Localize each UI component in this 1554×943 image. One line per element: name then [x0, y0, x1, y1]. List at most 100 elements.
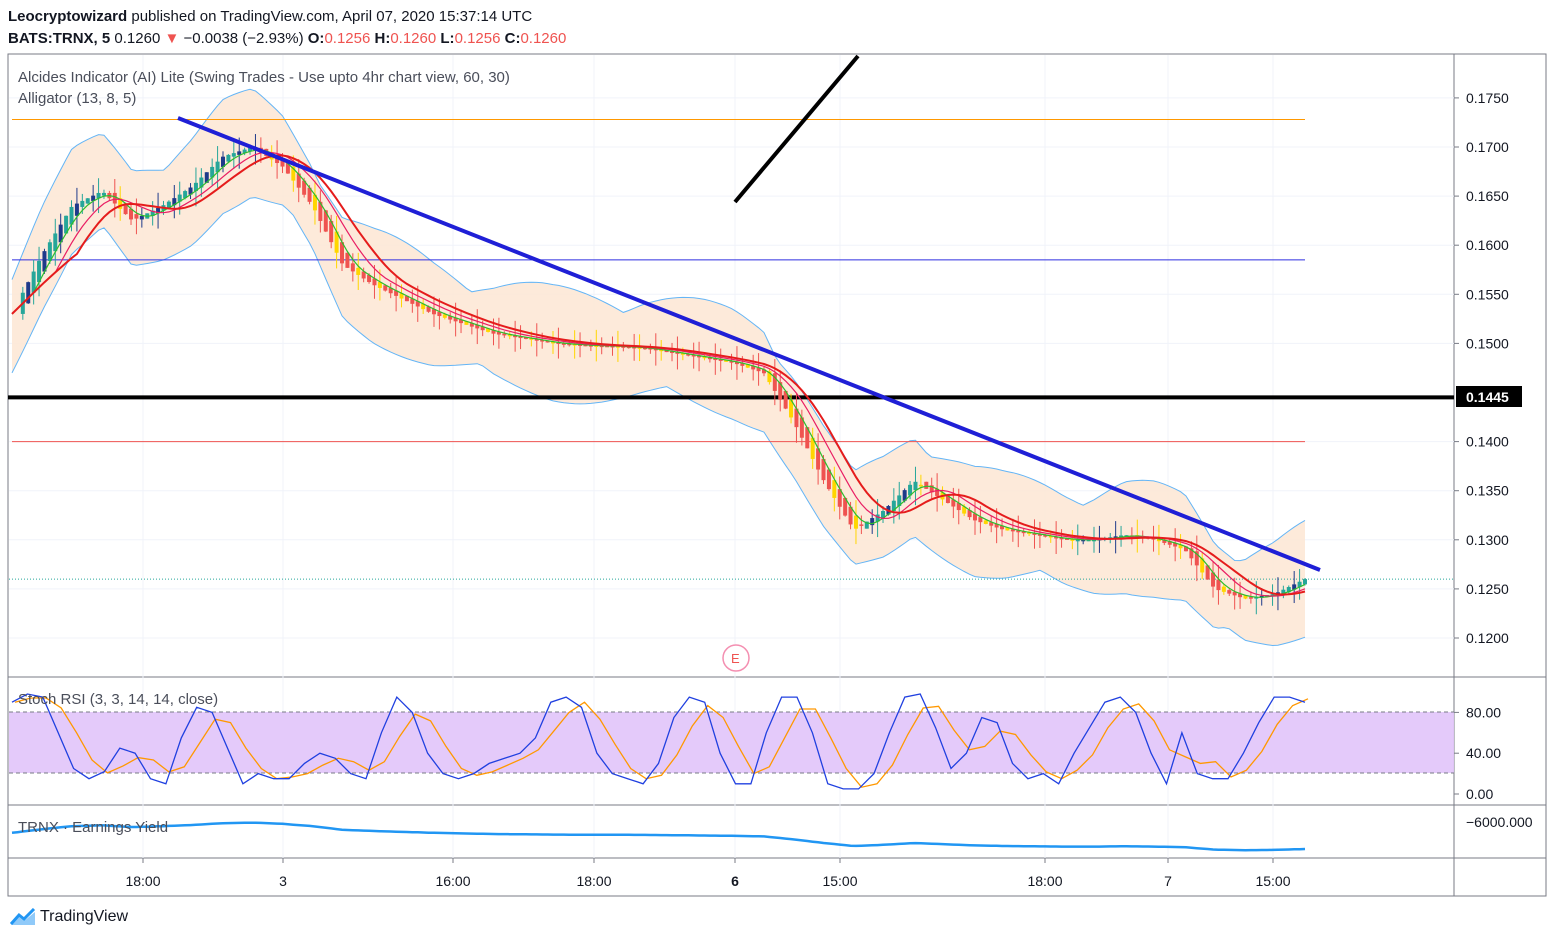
candle-body	[518, 336, 523, 339]
candle-body	[1216, 579, 1221, 591]
candle-body	[1059, 537, 1064, 540]
author-name[interactable]: Leocryptowizard	[8, 8, 128, 25]
candle-body	[1221, 586, 1226, 592]
candle-body	[1297, 581, 1302, 588]
candle-body	[659, 349, 664, 352]
stoch-title[interactable]: Stoch RSI (3, 3, 14, 14, close)	[18, 691, 218, 708]
candle-body	[881, 510, 886, 519]
candle-body	[275, 155, 280, 164]
earnings-yield-line	[11, 821, 1306, 852]
candle-body	[778, 382, 783, 400]
candle-body	[902, 490, 907, 501]
candle-body	[1189, 548, 1194, 559]
candle-body	[529, 338, 534, 340]
candle-body	[1086, 539, 1091, 542]
candle-body	[383, 285, 388, 291]
candle-body	[1027, 532, 1032, 535]
candle-body	[799, 417, 804, 438]
candle-body	[826, 469, 831, 490]
time-tick-label: 16:00	[435, 873, 470, 889]
black-drawn-line[interactable]	[733, 54, 860, 204]
candle-body	[318, 201, 323, 221]
candle-body	[718, 359, 723, 361]
candle-body	[1183, 546, 1188, 552]
low-label: L:	[440, 30, 455, 47]
candle-body	[1081, 539, 1086, 542]
price-change: −0.0038 (−2.93%)	[183, 30, 304, 47]
tradingview-brand[interactable]: TradingView	[10, 908, 128, 926]
earnings-marker-icon[interactable]	[722, 644, 750, 672]
candle-body	[210, 166, 215, 178]
candle-body	[935, 488, 940, 496]
candle-body	[810, 437, 815, 459]
candle-body	[112, 192, 117, 204]
candle-body	[875, 514, 880, 522]
candle-body	[567, 343, 572, 346]
time-axis: 18:00 3 16:00 18:00 6 15:00 18:00 7 15:00	[125, 858, 1291, 889]
candle-body	[1232, 591, 1237, 596]
candle-body	[599, 345, 604, 348]
candle-body	[1173, 542, 1178, 547]
price-tick-label: 0.1550	[1466, 286, 1509, 302]
channel-upper-line	[11, 88, 1306, 562]
candle-body	[745, 364, 750, 368]
candle-body	[377, 282, 382, 288]
candle-body	[280, 159, 285, 167]
candle-body	[578, 344, 583, 346]
candle-body	[843, 497, 848, 516]
alligator-jaw-line	[11, 154, 1306, 596]
downtrend-line[interactable]	[177, 116, 1321, 572]
candle-body	[442, 314, 447, 318]
chart-header: Leocryptowizard published on TradingView…	[8, 6, 566, 50]
candle-body	[464, 321, 469, 325]
header-line-1: Leocryptowizard published on TradingView…	[8, 6, 566, 28]
candle-body	[237, 151, 242, 155]
candle-body	[675, 352, 680, 354]
symbol-label[interactable]: BATS:TRNX, 5	[8, 30, 111, 47]
candle-body	[345, 252, 350, 268]
candle-body	[91, 195, 96, 201]
candle-body	[729, 360, 734, 363]
candle-body	[1064, 538, 1069, 540]
candle-body	[864, 521, 869, 529]
chart-frame	[7, 53, 1547, 897]
time-tick-label: 15:00	[822, 873, 857, 889]
candle-body	[556, 342, 561, 344]
indicator-title-1[interactable]: Alcides Indicator (AI) Lite (Swing Trade…	[18, 69, 510, 86]
alligator-lips-line	[11, 149, 1306, 598]
candle-body	[486, 328, 491, 332]
horizontal-levels	[8, 119, 1454, 580]
candle-body	[621, 346, 626, 348]
current-level-label: 0.1445	[1466, 389, 1509, 405]
candle-body	[459, 319, 464, 324]
candle-body	[870, 518, 875, 526]
candle-body	[431, 309, 436, 315]
candle-body	[897, 495, 902, 507]
stoch-tick-label: 0.00	[1466, 786, 1493, 802]
candle-body	[361, 271, 366, 279]
candle-body	[453, 317, 458, 322]
indicator-title-2[interactable]: Alligator (13, 8, 5)	[18, 90, 136, 107]
candle-body	[302, 180, 307, 195]
candle-body	[610, 345, 615, 348]
candle-body	[1270, 594, 1275, 596]
candle-body	[356, 267, 361, 275]
candle-body	[751, 365, 756, 370]
candle-body	[448, 316, 453, 320]
high-label: H:	[374, 30, 391, 47]
candle-body	[918, 484, 923, 487]
candle-body	[648, 348, 653, 350]
candle-body	[929, 485, 934, 493]
candle-body	[323, 210, 328, 232]
candle-body	[908, 484, 913, 496]
candle-body	[1292, 584, 1297, 590]
price-tick-label: 0.1250	[1466, 581, 1509, 597]
candle-body	[188, 187, 193, 195]
candle-body	[594, 345, 599, 347]
candle-body	[740, 362, 745, 366]
earnings-title[interactable]: TRNX · Earnings Yield	[18, 819, 168, 836]
candle-body	[1178, 544, 1183, 549]
candle-body	[734, 361, 739, 365]
candle-body	[551, 341, 556, 344]
